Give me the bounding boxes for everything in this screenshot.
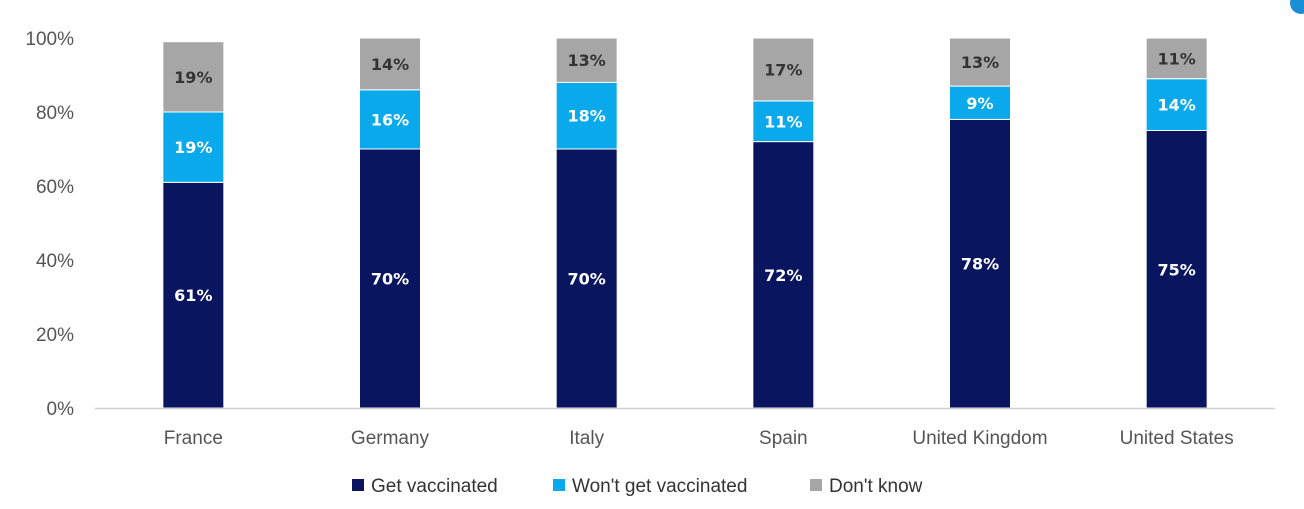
bar-segment	[555, 81, 618, 150]
bar-segment	[162, 41, 225, 113]
y-tick-label: 100%	[25, 29, 74, 50]
data-label: 72%	[764, 266, 802, 285]
corner-badge-icon	[1290, 0, 1304, 14]
bar-segment	[162, 181, 225, 409]
data-label: 17%	[764, 60, 802, 79]
data-label: 78%	[961, 255, 999, 274]
data-label: 18%	[568, 107, 606, 126]
data-label: 9%	[966, 94, 993, 113]
legend-label: Don't know	[829, 476, 923, 497]
data-label: 11%	[1158, 49, 1196, 68]
bar-segment	[359, 89, 421, 150]
bar-segment	[1145, 37, 1208, 80]
legend-swatch	[553, 479, 565, 491]
data-label: 19%	[174, 138, 212, 157]
data-label: 19%	[174, 68, 212, 87]
bar-segment	[1145, 130, 1208, 409]
legend-swatch	[810, 479, 822, 491]
y-tick-label: 40%	[36, 251, 74, 272]
legend-swatch	[352, 479, 364, 491]
y-tick-label: 20%	[36, 325, 74, 346]
x-category-label: United Kingdom	[912, 428, 1047, 449]
bar-segment	[949, 118, 1011, 409]
bar-segment	[1145, 78, 1208, 131]
bar-segment	[555, 37, 618, 83]
bar-segment	[752, 141, 815, 409]
legend-label: Won't get vaccinated	[572, 476, 747, 497]
data-label: 13%	[568, 51, 606, 70]
bar-segment	[949, 37, 1011, 87]
x-category-label: Germany	[351, 428, 430, 449]
bar-segment	[752, 100, 815, 143]
x-category-label: United States	[1120, 428, 1234, 449]
y-tick-label: 60%	[36, 177, 74, 198]
y-tick-label: 0%	[47, 399, 75, 420]
data-label: 16%	[371, 110, 409, 129]
x-category-label: Italy	[569, 428, 604, 449]
x-category-label: France	[164, 428, 223, 449]
data-label: 13%	[961, 53, 999, 72]
bar-segment	[359, 37, 421, 91]
legend-label: Get vaccinated	[371, 476, 498, 497]
data-label: 70%	[568, 270, 606, 289]
data-label: 61%	[174, 286, 212, 305]
bar-segment	[162, 111, 225, 183]
x-category-label: Spain	[759, 428, 808, 449]
bar-segment	[752, 37, 815, 102]
data-label: 14%	[371, 55, 409, 74]
data-label: 11%	[764, 112, 802, 131]
bar-segment	[359, 148, 421, 409]
data-label: 14%	[1158, 96, 1196, 115]
data-label: 70%	[371, 270, 409, 289]
data-label: 75%	[1158, 260, 1196, 279]
y-tick-label: 80%	[36, 103, 74, 124]
